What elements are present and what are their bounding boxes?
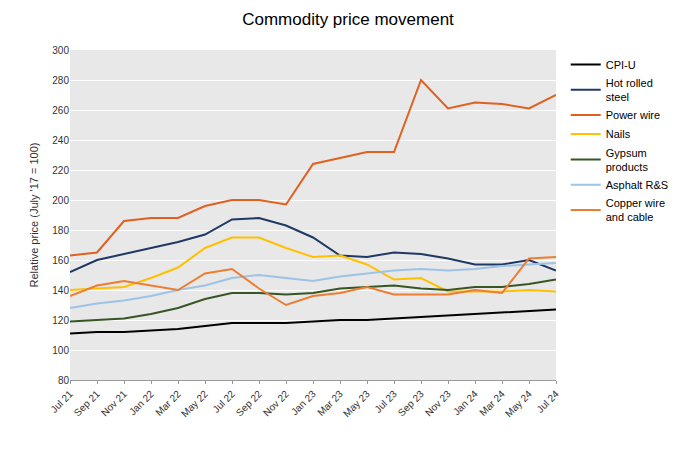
svg-text:180: 180 [52,225,69,236]
svg-text:280: 280 [52,75,69,86]
svg-text:80: 80 [58,375,70,386]
svg-text:Jul 23: Jul 23 [372,388,399,415]
svg-text:Jul 24: Jul 24 [534,388,561,415]
svg-text:Jul 21: Jul 21 [48,388,75,415]
svg-text:May 22: May 22 [179,388,210,419]
svg-text:Sep 22: Sep 22 [234,388,264,418]
svg-text:Sep 21: Sep 21 [72,388,102,418]
svg-text:Jan 23: Jan 23 [289,388,318,417]
svg-text:Hot rolledsteel: Hot rolledsteel [606,77,653,103]
svg-text:Gypsumproducts: Gypsumproducts [606,147,649,173]
svg-text:Mar 24: Mar 24 [477,388,507,418]
svg-text:300: 300 [52,45,69,56]
svg-text:200: 200 [52,195,69,206]
svg-text:Power wire: Power wire [606,109,660,121]
svg-text:100: 100 [52,345,69,356]
svg-text:Copper wireand cable: Copper wireand cable [606,197,665,223]
svg-text:Sep 23: Sep 23 [396,388,426,418]
svg-text:260: 260 [52,105,69,116]
svg-text:Nov 22: Nov 22 [261,388,291,418]
svg-text:Commodity price movement: Commodity price movement [242,10,454,29]
svg-text:140: 140 [52,285,69,296]
svg-text:120: 120 [52,315,69,326]
svg-text:CPI-U: CPI-U [606,59,636,71]
svg-text:Relative price (July '17 = 100: Relative price (July '17 = 100) [28,143,40,288]
svg-text:Mar 23: Mar 23 [315,388,345,418]
svg-text:240: 240 [52,135,69,146]
svg-text:160: 160 [52,255,69,266]
svg-text:Jul 22: Jul 22 [210,388,237,415]
svg-text:May 24: May 24 [503,388,534,419]
svg-text:Mar 22: Mar 22 [153,388,183,418]
svg-text:May 23: May 23 [341,388,372,419]
svg-text:Asphalt R&S: Asphalt R&S [606,179,668,191]
svg-text:220: 220 [52,165,69,176]
svg-text:Nails: Nails [606,128,631,140]
svg-text:Nov 23: Nov 23 [423,388,453,418]
svg-text:Jan 24: Jan 24 [451,388,480,417]
svg-text:Jan 22: Jan 22 [127,388,156,417]
svg-text:Nov 21: Nov 21 [99,388,129,418]
